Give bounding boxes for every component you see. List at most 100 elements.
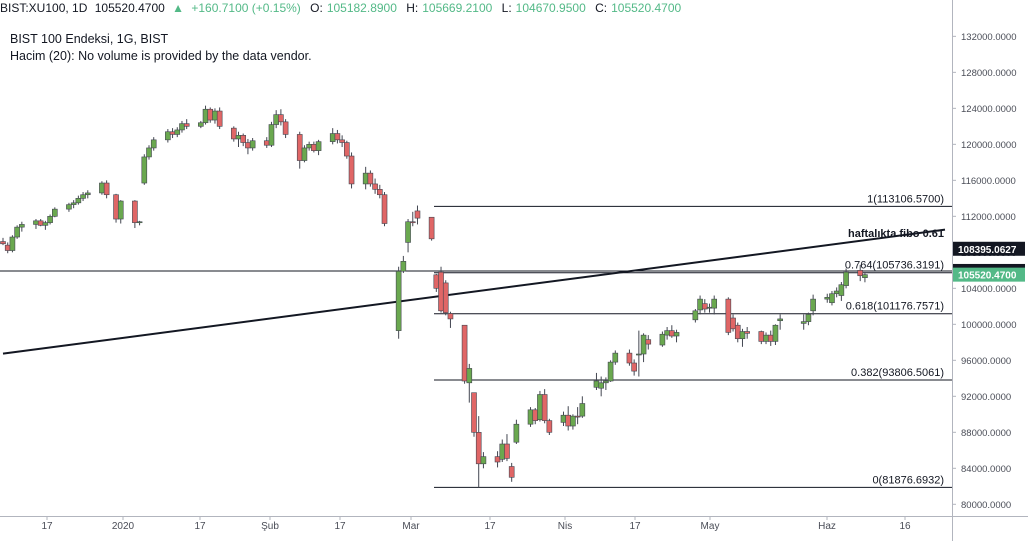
candle-down[interactable]: [409, 221, 416, 224]
candle-up[interactable]: [235, 135, 242, 140]
candle-down[interactable]: [574, 415, 581, 418]
candle-up[interactable]: [19, 224, 25, 228]
candle-up[interactable]: [405, 221, 411, 243]
candle-up[interactable]: [212, 110, 218, 121]
candle-up[interactable]: [301, 147, 308, 161]
candle-up[interactable]: [593, 380, 600, 388]
candle-up[interactable]: [9, 236, 16, 251]
candle-up[interactable]: [480, 456, 487, 465]
candle-down[interactable]: [348, 155, 355, 185]
candle-up[interactable]: [697, 298, 703, 311]
candle-down[interactable]: [278, 114, 284, 123]
candle-up[interactable]: [141, 156, 148, 184]
candle-up[interactable]: [249, 140, 256, 149]
candle-up[interactable]: [862, 274, 868, 278]
candle-down[interactable]: [541, 394, 548, 421]
candle-down[interactable]: [758, 331, 765, 342]
candle-down[interactable]: [428, 216, 435, 240]
candle-up[interactable]: [80, 194, 86, 199]
candle-down[interactable]: [433, 274, 440, 289]
candle-up[interactable]: [179, 123, 185, 131]
candle-down[interactable]: [334, 133, 341, 141]
candle-up[interactable]: [829, 293, 835, 304]
candle-up[interactable]: [273, 114, 279, 125]
candle-up[interactable]: [315, 141, 322, 151]
candle-up[interactable]: [763, 334, 769, 342]
candle-up[interactable]: [805, 314, 812, 322]
candle-up[interactable]: [395, 270, 402, 331]
candle-up[interactable]: [306, 144, 312, 149]
candle-up[interactable]: [150, 139, 157, 149]
candle-up[interactable]: [527, 409, 534, 425]
candle-up[interactable]: [777, 318, 783, 322]
candle-down[interactable]: [504, 443, 510, 459]
candle-down[interactable]: [207, 108, 214, 121]
candle-down[interactable]: [230, 127, 237, 140]
candle-up[interactable]: [711, 298, 718, 309]
candle-down[interactable]: [461, 324, 468, 382]
candle-down[interactable]: [701, 303, 708, 310]
candle-down[interactable]: [725, 298, 732, 333]
candle-up[interactable]: [692, 310, 699, 321]
candle-up[interactable]: [640, 334, 647, 355]
candle-down[interactable]: [631, 362, 637, 372]
candle-up[interactable]: [833, 290, 840, 295]
candle-up[interactable]: [706, 306, 713, 309]
candle-up[interactable]: [570, 415, 576, 427]
candle-up[interactable]: [636, 353, 642, 356]
candle-up[interactable]: [612, 352, 619, 363]
candle-down[interactable]: [442, 282, 449, 313]
candle-up[interactable]: [513, 423, 520, 443]
candle-down[interactable]: [216, 110, 223, 127]
candle-up[interactable]: [47, 216, 53, 223]
volume-study-label[interactable]: Hacim (20): No volume is provided by the…: [10, 49, 312, 63]
candle-up[interactable]: [659, 333, 666, 346]
candle-down[interactable]: [37, 220, 44, 226]
candle-up[interactable]: [739, 331, 746, 340]
candle-up[interactable]: [603, 380, 609, 384]
candle-up[interactable]: [673, 332, 680, 337]
candle-down[interactable]: [546, 420, 553, 433]
candle-up[interactable]: [136, 221, 143, 224]
candle-down[interactable]: [438, 271, 444, 312]
candle-down[interactable]: [669, 330, 675, 337]
symbol-label[interactable]: BIST:XU100, 1D: [0, 1, 88, 15]
candle-down[interactable]: [471, 392, 477, 433]
candle-down[interactable]: [734, 324, 741, 340]
candle-up[interactable]: [579, 403, 586, 417]
candle-up[interactable]: [843, 271, 849, 286]
candle-down[interactable]: [183, 123, 190, 127]
candle-down[interactable]: [132, 200, 138, 223]
candle-down[interactable]: [344, 142, 350, 157]
candle-down[interactable]: [730, 317, 736, 330]
candle-up[interactable]: [75, 198, 82, 204]
candle-up[interactable]: [117, 200, 124, 220]
candle-up[interactable]: [800, 321, 807, 324]
candle-down[interactable]: [381, 194, 388, 224]
candle-up[interactable]: [42, 222, 49, 226]
candle-down[interactable]: [240, 135, 247, 143]
candle-down[interactable]: [0, 241, 6, 245]
candle-down[interactable]: [857, 270, 864, 277]
candle-up[interactable]: [560, 414, 567, 423]
candle-down[interactable]: [494, 456, 501, 463]
candle-down[interactable]: [532, 409, 539, 421]
candle-down[interactable]: [282, 121, 289, 135]
candle-up[interactable]: [810, 298, 816, 312]
candle-up[interactable]: [598, 382, 604, 389]
candle-up[interactable]: [33, 220, 39, 225]
candle-down[interactable]: [645, 339, 652, 345]
candle-up[interactable]: [14, 226, 20, 238]
candle-down[interactable]: [376, 189, 383, 196]
candle-down[interactable]: [508, 466, 515, 478]
candle-down[interactable]: [767, 334, 774, 342]
candle-down[interactable]: [245, 142, 251, 149]
candle-up[interactable]: [499, 443, 506, 460]
candle-up[interactable]: [70, 202, 77, 205]
candle-down[interactable]: [367, 172, 374, 185]
candle-up[interactable]: [362, 172, 369, 185]
candle-up[interactable]: [84, 192, 91, 196]
candle-down[interactable]: [296, 134, 303, 161]
candle-down[interactable]: [311, 144, 317, 151]
